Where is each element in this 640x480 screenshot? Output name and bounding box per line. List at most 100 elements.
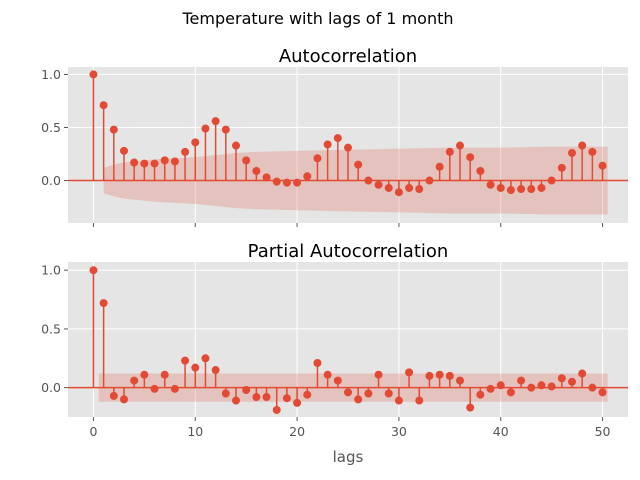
stem-marker bbox=[354, 160, 363, 169]
stem-marker bbox=[272, 405, 281, 414]
stem-marker bbox=[252, 167, 261, 175]
stem-marker bbox=[191, 138, 200, 147]
stem-marker bbox=[374, 180, 383, 189]
stem-marker bbox=[140, 370, 149, 379]
stem-marker bbox=[89, 70, 98, 79]
stem-marker bbox=[323, 370, 332, 379]
stem-marker bbox=[344, 143, 352, 152]
stem-marker bbox=[282, 394, 291, 403]
stem-marker bbox=[221, 125, 230, 134]
stem-marker bbox=[170, 384, 179, 393]
y-tick-label: 1.0 bbox=[41, 263, 61, 278]
stem-marker bbox=[272, 177, 281, 186]
stem-marker bbox=[476, 390, 485, 399]
stem-marker bbox=[405, 183, 414, 192]
stem-marker bbox=[476, 167, 485, 175]
stem-marker bbox=[120, 146, 128, 155]
stem-marker bbox=[415, 396, 424, 405]
x-tick-label: 30 bbox=[391, 424, 407, 439]
stem-marker bbox=[517, 185, 526, 194]
stem-marker bbox=[170, 157, 179, 166]
x-tick-label: 50 bbox=[595, 424, 611, 439]
stem-marker bbox=[456, 376, 464, 385]
stem-marker bbox=[466, 153, 475, 162]
x-axis-label: lags bbox=[333, 448, 364, 466]
stem-marker bbox=[568, 148, 576, 157]
stem-marker bbox=[415, 185, 424, 194]
stem-marker bbox=[394, 396, 403, 405]
stem-marker bbox=[517, 376, 526, 385]
stem-marker bbox=[466, 403, 475, 412]
stem-marker bbox=[109, 125, 118, 134]
stem-marker bbox=[486, 384, 495, 393]
stem-marker bbox=[303, 390, 312, 399]
stem-marker bbox=[150, 159, 159, 168]
stem-marker bbox=[232, 141, 240, 150]
stem-marker bbox=[425, 176, 434, 185]
stem-marker bbox=[588, 147, 597, 156]
stem-marker bbox=[578, 369, 587, 378]
figure-suptitle: Temperature with lags of 1 month bbox=[182, 9, 454, 28]
stem-marker bbox=[333, 134, 342, 143]
stem-marker bbox=[333, 376, 342, 385]
stem-marker bbox=[262, 173, 271, 182]
stem-marker bbox=[537, 183, 546, 192]
stem-marker bbox=[262, 393, 271, 402]
stem-marker bbox=[496, 381, 505, 390]
stem-marker bbox=[547, 176, 556, 185]
stem-marker bbox=[506, 388, 515, 397]
stem-marker bbox=[181, 147, 190, 156]
axes-title: Partial Autocorrelation bbox=[248, 241, 449, 262]
stem-marker bbox=[527, 185, 536, 194]
stem-marker bbox=[557, 163, 566, 172]
stem-marker bbox=[384, 389, 393, 398]
stem-marker bbox=[201, 124, 210, 133]
x-tick-label: 0 bbox=[89, 424, 97, 439]
stem-marker bbox=[293, 398, 302, 407]
acf-panel: Autocorrelation 0.0 0.5 1.0 bbox=[41, 46, 628, 227]
pacf-panel: Partial Autocorrelation 0.0 0.5 1.0 0 10 20 30 4… bbox=[41, 241, 628, 466]
stem-marker bbox=[242, 156, 251, 165]
stem-marker bbox=[486, 180, 495, 189]
stem-marker bbox=[160, 370, 169, 379]
stem-marker bbox=[293, 178, 302, 187]
axes-title: Autocorrelation bbox=[279, 46, 417, 67]
stem-marker bbox=[435, 370, 444, 379]
stem-marker bbox=[445, 371, 454, 380]
stem-marker bbox=[374, 370, 383, 379]
stem-marker bbox=[211, 117, 220, 126]
stem-marker bbox=[150, 384, 159, 393]
stem-marker bbox=[445, 147, 454, 156]
stem-marker bbox=[221, 389, 230, 398]
x-tick-label: 40 bbox=[493, 424, 509, 439]
stem-marker bbox=[211, 366, 220, 375]
y-tick-label: 0.0 bbox=[41, 380, 61, 395]
stem-marker bbox=[364, 389, 373, 398]
stem-marker bbox=[568, 377, 576, 386]
stem-marker bbox=[89, 266, 98, 275]
stem-marker bbox=[130, 376, 139, 385]
stem-marker bbox=[109, 391, 118, 400]
stem-marker bbox=[537, 381, 546, 390]
y-tick-label: 1.0 bbox=[41, 67, 61, 82]
y-tick-label: 0.5 bbox=[41, 120, 61, 135]
stem-marker bbox=[578, 141, 587, 150]
stem-marker bbox=[384, 183, 393, 192]
stem-marker bbox=[191, 363, 200, 372]
stem-marker bbox=[354, 395, 363, 404]
x-tick-label: 20 bbox=[289, 424, 305, 439]
y-tick-label: 0.5 bbox=[41, 321, 61, 336]
stem-marker bbox=[242, 385, 251, 394]
stem-marker bbox=[598, 388, 607, 397]
y-tick-label: 0.0 bbox=[41, 173, 61, 188]
stem-marker bbox=[527, 383, 536, 392]
stem-marker bbox=[323, 140, 332, 149]
stem-marker bbox=[201, 354, 210, 363]
stem-marker bbox=[547, 382, 556, 391]
stem-marker bbox=[313, 154, 322, 163]
stem-marker bbox=[282, 178, 291, 187]
stem-marker bbox=[252, 393, 261, 402]
stem-marker bbox=[313, 358, 322, 367]
stem-marker bbox=[232, 396, 240, 405]
